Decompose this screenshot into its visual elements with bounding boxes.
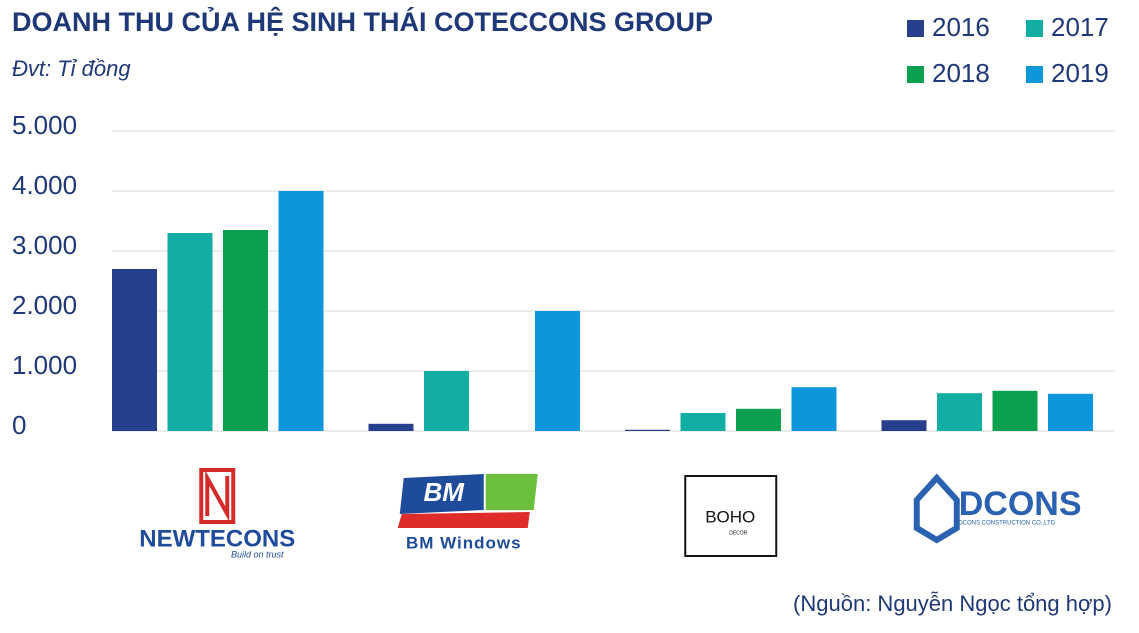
logo-mark [199,468,236,524]
bar [791,387,837,431]
logo-mark [684,475,778,557]
y-tick-label: 4.000 [12,170,77,200]
bar [167,233,213,431]
bar [368,423,414,431]
bar [881,420,927,431]
y-tick-label: 1.000 [12,350,77,380]
source-note: (Nguồn: Nguyễn Ngọc tổng hợp) [793,591,1112,616]
legend-label: 2016 [932,12,990,42]
legend-swatch [1026,20,1043,37]
bar [625,429,670,431]
bar [992,390,1038,431]
bar [937,393,982,431]
legend-swatch [907,66,924,83]
logo-mark [205,470,230,522]
category-label: DCONS [959,485,1082,523]
logo-mark [913,473,960,544]
bar [278,191,324,431]
bar [736,408,781,431]
legend-label: 2019 [1051,58,1109,88]
y-tick-label: 5.000 [12,110,77,140]
bar [112,269,157,431]
category-tagline: Build on trust [231,549,284,559]
bar [424,371,469,431]
category-tagline: DÉCOR [729,529,747,536]
legend-label: 2018 [932,58,990,88]
legend-swatch [1026,66,1043,83]
bar [1048,393,1093,431]
logo-mark [485,474,538,510]
logo-mark [397,512,530,528]
category-tagline: DCONS CONSTRUCTION CO.,LTD [958,521,1055,527]
legend-swatch [907,20,924,37]
category-label: BM Windows [406,533,522,552]
y-tick-label: 2.000 [12,290,77,320]
legend-label: 2017 [1051,12,1109,42]
chart-subtitle: Đvt: Tỉ đồng [12,56,131,81]
category-tagline: BM [424,477,466,507]
logo-mark [399,474,484,514]
bar [680,413,726,431]
bar [535,311,580,431]
bar [223,230,268,431]
category-label: NEWTECONS [139,525,295,552]
y-tick-label: 3.000 [12,230,77,260]
chart-title: DOANH THU CỦA HỆ SINH THÁI COTECCONS GRO… [12,5,713,37]
y-tick-label: 0 [12,410,26,440]
category-label: BOHO [705,507,755,526]
